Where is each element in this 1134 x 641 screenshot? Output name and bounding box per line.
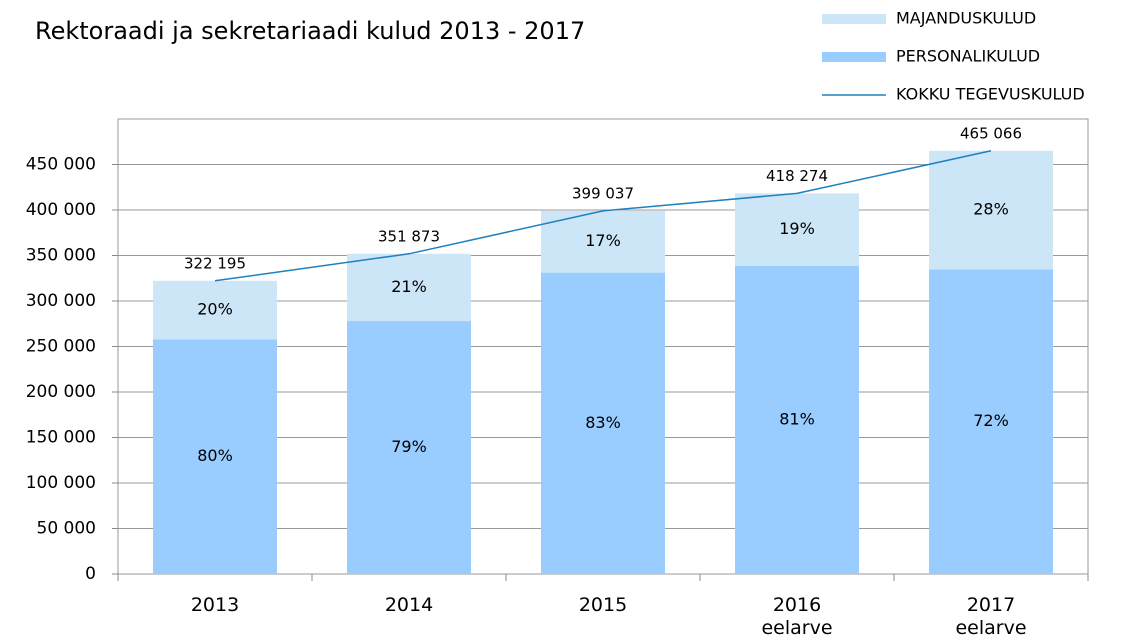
legend-label: PERSONALIKULUD — [896, 47, 1040, 66]
y-tick-label: 150 000 — [26, 428, 96, 448]
legend-label: KOKKU TEGEVUSKULUD — [896, 85, 1085, 104]
bar-segment — [735, 193, 859, 266]
y-tick-label: 250 000 — [26, 337, 96, 357]
y-tick-label: 350 000 — [26, 246, 96, 266]
bar-segment — [347, 253, 471, 322]
y-tick-label: 400 000 — [26, 200, 96, 220]
bar-segment — [929, 269, 1053, 574]
x-tick-label: 2014 — [384, 594, 434, 616]
y-tick-label: 450 000 — [26, 155, 96, 175]
share-label: 79% — [391, 437, 427, 456]
share-label: 80% — [197, 446, 233, 465]
share-label: 20% — [197, 300, 233, 319]
total-label: 399 037 — [572, 184, 634, 202]
bar-segment — [541, 210, 665, 273]
y-tick-label: 50 000 — [37, 519, 96, 539]
bar-segment — [929, 150, 1053, 270]
share-label: 72% — [973, 411, 1009, 430]
x-tick-label: 2016 eelarve — [761, 594, 833, 639]
bar-segment — [153, 280, 277, 340]
share-label: 28% — [973, 200, 1009, 219]
y-tick-label: 200 000 — [26, 382, 96, 402]
bar-segment — [541, 272, 665, 574]
total-label: 418 274 — [766, 167, 828, 185]
legend-label: MAJANDUSKULUD — [896, 9, 1036, 28]
legend-swatch — [822, 14, 886, 24]
bar-segment — [153, 339, 277, 574]
total-line — [214, 150, 992, 282]
share-label: 83% — [585, 413, 621, 432]
share-label: 81% — [779, 409, 815, 428]
total-label: 322 195 — [184, 254, 246, 272]
x-tick-label: 2013 — [190, 594, 240, 616]
share-label: 19% — [779, 219, 815, 238]
bar-segment — [347, 321, 471, 574]
chart-title: Rektoraadi ja sekretariaadi kulud 2013 -… — [35, 17, 585, 45]
x-tick-label: 2015 — [578, 594, 628, 616]
y-tick-label: 0 — [85, 564, 96, 584]
x-tick-label: 2017 eelarve — [955, 594, 1027, 639]
y-tick-label: 100 000 — [26, 473, 96, 493]
total-label: 351 873 — [378, 227, 440, 245]
share-label: 17% — [585, 231, 621, 250]
total-label: 465 066 — [960, 124, 1022, 142]
legend-swatch — [822, 52, 886, 62]
y-tick-label: 300 000 — [26, 291, 96, 311]
bar-segment — [735, 265, 859, 574]
share-label: 21% — [391, 277, 427, 296]
